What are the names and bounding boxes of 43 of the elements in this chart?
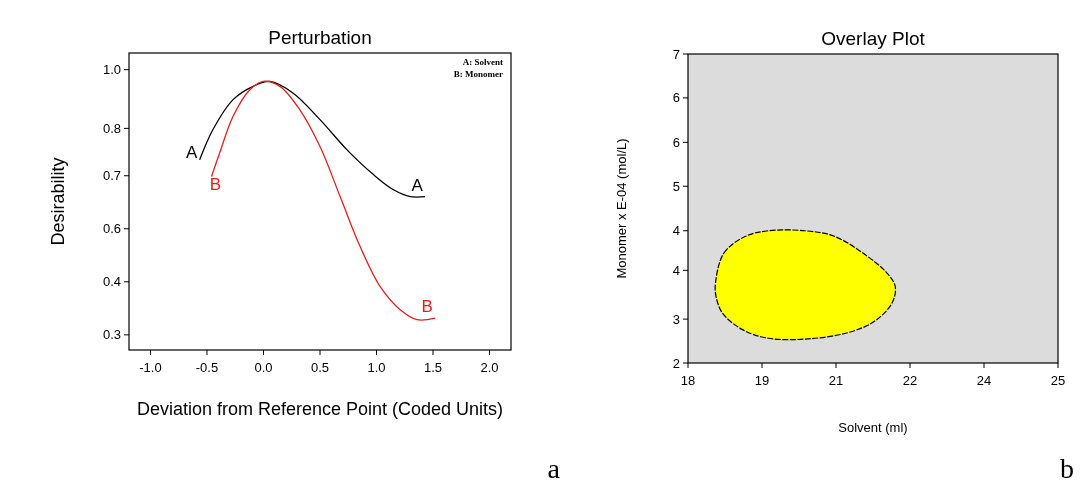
y-tick-label: 0.7 [102, 168, 121, 184]
y-tick-label: 0.4 [102, 274, 121, 290]
x-tick-label: 19 [754, 373, 770, 388]
text: A [185, 142, 198, 162]
y-tick-label: 6 [672, 90, 680, 106]
series-label: B [209, 175, 222, 195]
x-tick-label: 0.5 [310, 360, 330, 375]
y-tick-label: 6 [672, 134, 680, 150]
x-tick-label: 21 [828, 373, 844, 388]
line-series [198, 80, 426, 198]
x-tick-label: -1.0 [139, 360, 162, 375]
y-tick-label: 4 [672, 223, 680, 239]
y-axis-title: Desirability [48, 157, 68, 246]
x-tick-label: 25 [1050, 373, 1066, 388]
y-tick-label: 5 [672, 178, 680, 194]
x-axis-title: Deviation from Reference Point (Coded Units) [136, 399, 504, 419]
y-tick-label: 0.6 [102, 221, 121, 237]
y-tick-label: 4 [672, 262, 680, 278]
y-tick-label: 3 [672, 311, 680, 327]
x-tick-label: 2.0 [480, 360, 499, 375]
x-tick-label: -0.5 [195, 360, 219, 375]
y-axis-title: Monomer x E-04 (mol/L) [614, 138, 629, 279]
x-tick-label: 0.0 [254, 360, 273, 375]
x-tick-label: 1.5 [423, 360, 443, 375]
annotation: A: Solvent [462, 57, 503, 67]
x-tick-label: 24 [976, 373, 992, 388]
x-tick-label: 22 [902, 373, 918, 388]
y-tick-label: 0.8 [102, 120, 121, 136]
y-tick-label: 1.0 [102, 62, 121, 78]
x-tick-label: 18 [680, 373, 696, 388]
series-label: A [411, 175, 424, 195]
y-tick-label: 7 [672, 46, 680, 62]
y-tick-label: 2 [672, 355, 680, 371]
text: a [547, 453, 561, 484]
text: B [421, 297, 433, 317]
line-series [210, 80, 436, 321]
y-tick-label: 0.3 [102, 327, 121, 343]
text: b [1060, 453, 1074, 484]
x-axis-title: Solvent (ml) [838, 420, 908, 435]
annotation: B: Monomer [453, 69, 503, 79]
chart-title: Overlay Plot [821, 28, 926, 49]
x-tick-label: 1.0 [367, 360, 386, 375]
chart-title: Perturbation [268, 27, 372, 48]
